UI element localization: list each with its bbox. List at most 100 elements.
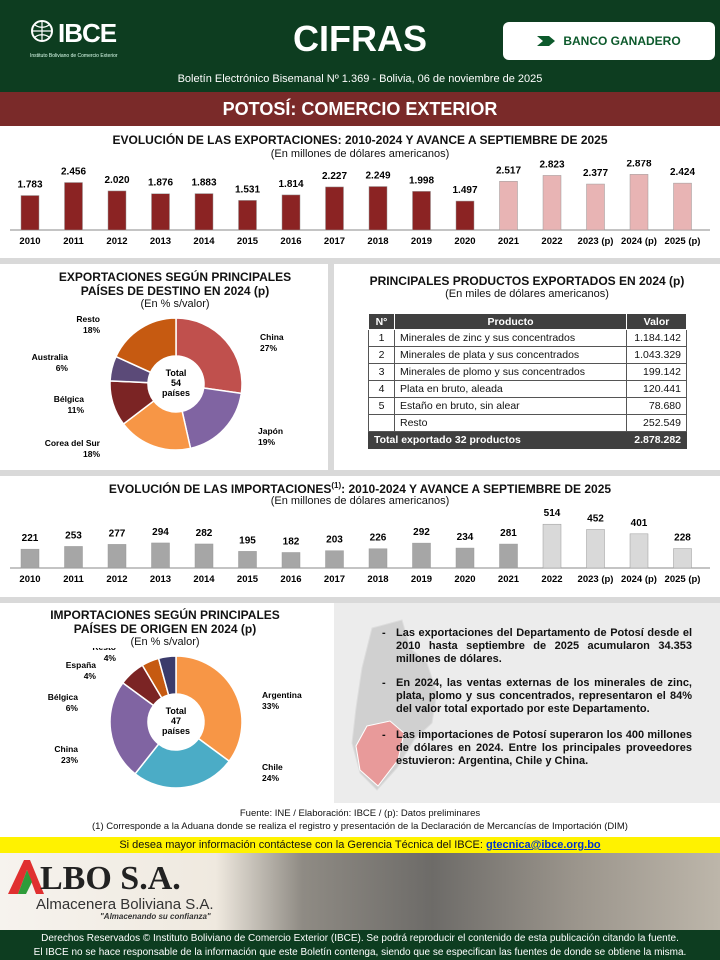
export-category-label: 2019	[411, 236, 432, 247]
albo-tagline: "Almacenando su confianza"	[100, 912, 211, 921]
export-value-label: 2.823	[539, 160, 564, 170]
cell-product: Resto	[394, 414, 627, 432]
advertisement-banner[interactable]	[0, 853, 720, 930]
table-total-row: Total exportado 32 productos 2.878.282	[368, 431, 687, 449]
cell-value: 78.680	[626, 397, 687, 415]
orig-slice-label: Argentina 33%	[262, 690, 302, 711]
export-bar	[412, 191, 431, 231]
contact-text: Si desea mayor información contáctese co…	[119, 839, 483, 851]
import-category-label: 2011	[63, 574, 84, 585]
import-category-label: 2024 (p)	[621, 574, 657, 585]
import-category-label: 2019	[411, 574, 432, 585]
bullet-1: Las exportaciones del Departamento de Po…	[382, 627, 692, 666]
export-value-label: 2.020	[104, 175, 129, 186]
bank-logo[interactable]: BANCO GANADERO	[503, 22, 715, 60]
products-table: N° Producto Valor 1 Minerales de zinc y s…	[368, 313, 687, 449]
table-row: 4 Plata en bruto, aleada 120.441	[368, 380, 687, 398]
import-bar	[542, 523, 562, 569]
table-row: Resto 252.549	[368, 414, 687, 432]
export-value-label: 2.517	[496, 165, 521, 176]
export-category-label: 2024 (p)	[621, 236, 657, 247]
table-row: 1 Minerales de zinc y sus concentrados 1.1…	[368, 329, 687, 347]
import-category-label: 2015	[237, 574, 259, 585]
imports-subtitle: (En millones de dólares americanos)	[270, 495, 450, 507]
footer: Derechos Reservados © Instituto Bolivian…	[0, 930, 720, 960]
orig-center-label: países	[162, 726, 190, 736]
export-value-label: 1.998	[409, 175, 434, 186]
vertical-divider	[328, 264, 334, 470]
orig-slice-label: Bélgica 6%	[48, 692, 79, 713]
import-value-label: 234	[457, 532, 474, 543]
export-bar	[455, 200, 475, 231]
export-value-label: 2.227	[322, 171, 347, 182]
import-category-label: 2021	[498, 574, 520, 585]
export-value-label: 1.497	[452, 185, 477, 196]
cell-n: 4	[368, 380, 395, 398]
origins-donut-chart: Argentina 33% Chile 24% China 23% Bélgica 6% Esp…	[48, 648, 302, 789]
cell-value: 1.184.142	[626, 329, 687, 347]
destinations-title-1: EXPORTACIONES SEGÚN PRINCIPALES	[58, 270, 292, 284]
origins-title-1: IMPORTACIONES SEGÚN PRINCIPALES	[50, 608, 280, 622]
import-value-label: 452	[587, 513, 604, 524]
ibce-logo[interactable]: IBCE Instituto Boliviano de Comercio Ext…	[30, 16, 125, 60]
cell-value: 120.441	[626, 380, 687, 398]
export-bar	[20, 195, 40, 231]
import-value-label: 226	[370, 533, 387, 544]
divider	[0, 597, 720, 603]
import-value-label: 228	[674, 533, 691, 544]
export-category-label: 2011	[63, 236, 84, 247]
export-category-label: 2014	[193, 236, 215, 247]
export-value-label: 1.876	[148, 178, 173, 189]
globe-icon	[31, 20, 53, 42]
orig-slice-label: España 4%	[66, 660, 97, 681]
cell-product: Minerales de zinc y sus concentrados	[394, 329, 627, 347]
albo-a-logo-icon	[8, 860, 44, 894]
export-category-label: 2016	[280, 236, 301, 247]
import-category-label: 2020	[454, 574, 475, 585]
dest-slice-label: Bélgica 11%	[54, 394, 85, 415]
import-value-label: 514	[544, 508, 561, 519]
dest-center-label: países	[162, 388, 190, 398]
import-bar	[64, 546, 83, 569]
orig-slice	[109, 681, 160, 775]
dest-slice-label: Japón 19%	[258, 426, 283, 447]
import-bar	[455, 547, 475, 569]
export-value-label: 1.883	[191, 178, 216, 189]
import-bar	[151, 542, 170, 569]
table-row: 3 Minerales de plomo y sus concentrados 19…	[368, 363, 687, 381]
total-label: Total exportado 32 productos	[368, 431, 627, 449]
import-bar	[194, 543, 214, 569]
bullet-2: En 2024, las ventas externas de los mine…	[382, 677, 692, 716]
import-value-label: 292	[413, 527, 430, 538]
section-band-title: POTOSÍ: COMERCIO EXTERIOR	[0, 92, 720, 126]
dest-slice-label: Corea del Sur 18%	[45, 438, 101, 459]
import-bar	[368, 548, 388, 569]
export-bar	[673, 182, 692, 231]
import-value-label: 277	[109, 528, 126, 539]
import-category-label: 2025 (p)	[665, 574, 701, 585]
contact-email-link[interactable]: gtecnica@ibce.org.bo	[486, 839, 601, 851]
imports-bar-chart: 221 2010 253 2011 277 2012 294 2013 282 2014 195 20…	[10, 508, 710, 585]
import-value-label: 294	[152, 527, 169, 538]
import-bar	[238, 551, 257, 569]
export-bar	[368, 186, 388, 231]
orig-slice-label: Chile 24%	[262, 762, 283, 783]
cell-product: Minerales de plomo y sus concentrados	[394, 363, 627, 381]
import-bar	[499, 543, 518, 569]
total-value: 2.878.282	[626, 431, 687, 449]
orig-slice	[157, 655, 177, 696]
export-value-label: 1.531	[235, 184, 260, 195]
export-category-label: 2018	[367, 236, 388, 247]
dest-center-label: Total	[166, 368, 187, 378]
export-category-label: 2017	[324, 236, 345, 247]
import-value-label: 195	[239, 535, 256, 546]
cell-value: 252.549	[626, 414, 687, 432]
col-header: Valor	[626, 313, 687, 330]
export-category-label: 2010	[19, 236, 40, 247]
cell-value: 1.043.329	[626, 346, 687, 364]
import-bar	[586, 529, 605, 569]
export-bar	[499, 181, 518, 231]
export-bar	[64, 182, 83, 231]
logo-subtext: Instituto Boliviano de Comercio Exterior	[30, 53, 118, 59]
footer-line-2: El IBCE no se hace responsable de la inf…	[33, 947, 687, 958]
